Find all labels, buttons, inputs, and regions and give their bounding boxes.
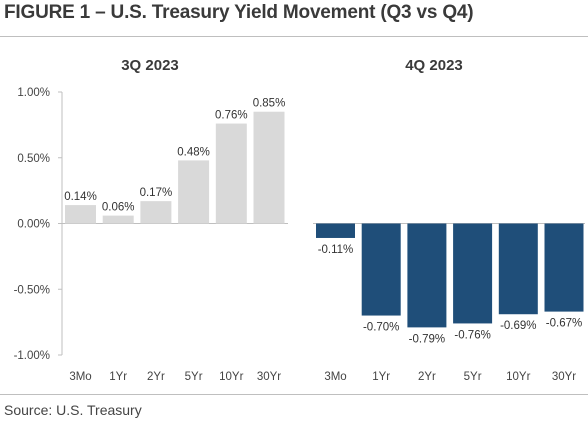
value-label-q4-5yr: -0.76%	[454, 329, 490, 341]
bar-q3-30yr	[253, 111, 285, 224]
category-label-q4-3mo: 3Mo	[324, 371, 346, 383]
source-note: Source: U.S. Treasury	[4, 402, 142, 418]
value-label-q3-2yr: 0.17%	[140, 187, 173, 199]
bar-q3-10yr	[215, 123, 247, 224]
category-label-q4-2yr: 2Yr	[418, 371, 436, 383]
category-label-q3-5yr: 5Yr	[185, 371, 203, 383]
panel-title-q4: 4Q 2023	[405, 57, 463, 74]
y-tick-label: -0.50%	[14, 284, 50, 296]
value-label-q4-3mo: -0.11%	[318, 244, 354, 256]
value-label-q3-3mo: 0.14%	[64, 191, 97, 203]
value-label-q3-1yr: 0.06%	[102, 202, 135, 214]
bar-q4-10yr	[498, 223, 538, 315]
y-tick-label: 0.50%	[17, 153, 50, 165]
value-label-q3-5yr: 0.48%	[177, 146, 210, 158]
bar-q3-5yr	[178, 160, 210, 224]
figure-title: FIGURE 1 – U.S. Treasury Yield Movement …	[4, 2, 474, 23]
y-tick-label: 0.00%	[17, 219, 50, 231]
category-label-q3-10yr: 10Yr	[219, 371, 243, 383]
top-divider	[0, 36, 588, 37]
bar-q4-5yr	[453, 223, 493, 324]
category-label-q4-5yr: 5Yr	[464, 371, 482, 383]
bottom-divider	[0, 394, 588, 395]
value-label-q4-30yr: -0.67%	[546, 318, 582, 330]
y-tick-label: -1.00%	[14, 350, 50, 362]
bar-q4-2yr	[407, 223, 447, 328]
category-label-q3-2yr: 2Yr	[147, 371, 165, 383]
value-label-q4-2yr: -0.79%	[409, 333, 445, 345]
bar-q4-30yr	[544, 223, 584, 312]
value-label-q4-1yr: -0.70%	[363, 322, 399, 334]
category-label-q3-3mo: 3Mo	[69, 371, 91, 383]
category-label-q4-30yr: 30Yr	[552, 371, 576, 383]
bar-q3-1yr	[102, 215, 134, 224]
category-label-q4-1yr: 1Yr	[372, 371, 390, 383]
category-label-q4-10yr: 10Yr	[506, 371, 530, 383]
value-label-q4-10yr: -0.69%	[500, 320, 536, 332]
bar-q3-2yr	[140, 201, 172, 224]
y-tick-label: 1.00%	[17, 87, 50, 99]
value-label-q3-10yr: 0.76%	[215, 110, 248, 122]
panel-title-q3: 3Q 2023	[121, 57, 179, 74]
bar-q3-3mo	[65, 205, 96, 224]
bar-q4-1yr	[361, 223, 401, 316]
bar-q4-3mo	[316, 223, 355, 238]
value-label-q3-30yr: 0.85%	[253, 98, 286, 110]
category-label-q3-1yr: 1Yr	[109, 371, 127, 383]
category-label-q3-30yr: 30Yr	[257, 371, 281, 383]
